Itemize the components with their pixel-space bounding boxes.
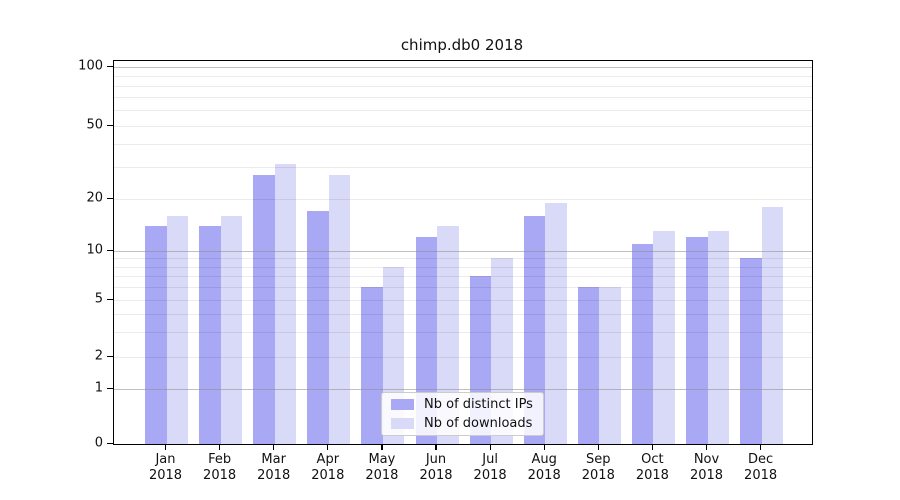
legend: Nb of distinct IPs Nb of downloads <box>381 392 544 436</box>
x-tick-jul <box>489 444 491 450</box>
y-tick-label-2: 2 <box>94 348 103 364</box>
x-tick-sep <box>597 444 599 450</box>
y-tick-label-100: 100 <box>78 58 103 74</box>
y-tick-label-50: 50 <box>86 117 103 133</box>
x-tick-label-apr: Apr 2018 <box>311 452 345 483</box>
y-tick-label-10: 10 <box>86 242 103 258</box>
legend-entry-distinct-ips: Nb of distinct IPs <box>391 397 543 412</box>
gridline-minor-2 <box>114 357 812 358</box>
gridline-major-100 <box>114 67 812 68</box>
gridline-minor-3 <box>114 331 812 333</box>
bar-downloads-mar <box>274 164 297 444</box>
gridline-minor-8 <box>114 266 812 268</box>
plot-area <box>113 60 813 445</box>
bar-distinct-ips-sep <box>577 287 600 444</box>
x-tick-label-dec: Dec 2018 <box>744 452 778 483</box>
x-tick-dec <box>760 444 762 450</box>
x-tick-jun <box>435 444 437 450</box>
y-tick-20 <box>107 197 113 199</box>
gridline-minor-60 <box>114 110 812 112</box>
gridline-minor-50 <box>114 126 812 127</box>
legend-swatch-downloads <box>391 418 414 429</box>
y-tick-50 <box>107 124 113 126</box>
y-tick-label-0: 0 <box>94 435 103 451</box>
y-tick-label-1: 1 <box>94 380 103 396</box>
x-tick-oct <box>651 444 654 450</box>
x-tick-label-nov: Nov 2018 <box>689 452 724 483</box>
bar-distinct-ips-mar <box>253 175 275 444</box>
x-tick-apr <box>327 444 329 450</box>
gridline-minor-6 <box>114 287 812 289</box>
gridline-minor-80 <box>114 85 812 87</box>
x-tick-may <box>381 444 383 450</box>
bar-downloads-apr <box>328 175 351 444</box>
x-tick-label-mar: Mar 2018 <box>257 452 291 483</box>
x-tick-jan <box>164 444 167 450</box>
bar-downloads-jan <box>166 215 188 444</box>
x-tick-mar <box>273 444 275 450</box>
gridline-minor-20 <box>114 199 812 200</box>
x-tick-label-sep: Sep 2018 <box>581 452 615 483</box>
bar-downloads-aug <box>545 202 567 444</box>
x-tick-aug <box>543 444 545 450</box>
x-tick-label-aug: Aug 2018 <box>527 452 561 483</box>
gridline-minor-7 <box>114 276 812 278</box>
x-tick-label-may: May 2018 <box>365 452 399 483</box>
legend-label-downloads: Nb of downloads <box>424 416 533 431</box>
x-tick-feb <box>219 444 221 450</box>
bar-distinct-ips-nov <box>686 237 708 444</box>
x-tick-label-jun: Jun 2018 <box>419 452 453 483</box>
chart-title: chimp.db0 2018 <box>400 36 524 54</box>
gridline-minor-30 <box>114 166 812 168</box>
y-tick-1 <box>107 387 113 389</box>
y-tick-0 <box>107 442 113 444</box>
gridline-minor-70 <box>114 97 812 99</box>
gridline-minor-90 <box>114 75 812 77</box>
x-tick-label-jan: Jan 2018 <box>148 452 183 483</box>
gridline-major-1 <box>114 389 812 390</box>
bar-downloads-sep <box>599 287 621 444</box>
bar-downloads-nov <box>707 231 729 444</box>
gridline-minor-4 <box>114 313 812 315</box>
bar-distinct-ips-aug <box>523 215 546 444</box>
gridline-minor-40 <box>114 143 812 145</box>
y-tick-2 <box>107 355 113 357</box>
bar-distinct-ips-oct <box>631 243 654 444</box>
legend-label-distinct-ips: Nb of distinct IPs <box>424 397 533 412</box>
y-tick-label-20: 20 <box>86 190 103 206</box>
legend-swatch-distinct-ips <box>391 399 414 410</box>
bar-downloads-oct <box>653 231 675 444</box>
x-tick-label-jul: Jul 2018 <box>473 452 507 483</box>
x-tick-label-oct: Oct 2018 <box>635 452 669 483</box>
bar-downloads-feb <box>220 215 243 444</box>
x-tick-label-feb: Feb 2018 <box>203 452 237 483</box>
y-tick-label-5: 5 <box>94 291 103 307</box>
gridline-major-10 <box>114 251 812 252</box>
legend-entry-downloads: Nb of downloads <box>391 416 543 431</box>
bar-distinct-ips-apr <box>307 211 329 444</box>
x-tick-nov <box>705 444 708 450</box>
grid-layer <box>114 61 812 444</box>
gridline-minor-5 <box>114 300 812 301</box>
bar-distinct-ips-dec <box>740 258 762 444</box>
y-tick-100 <box>107 65 113 67</box>
y-tick-10 <box>107 249 113 251</box>
gridline-minor-9 <box>114 258 812 260</box>
bar-distinct-ips-may <box>361 287 383 444</box>
bar-downloads-dec <box>761 206 784 444</box>
y-tick-5 <box>107 298 113 300</box>
